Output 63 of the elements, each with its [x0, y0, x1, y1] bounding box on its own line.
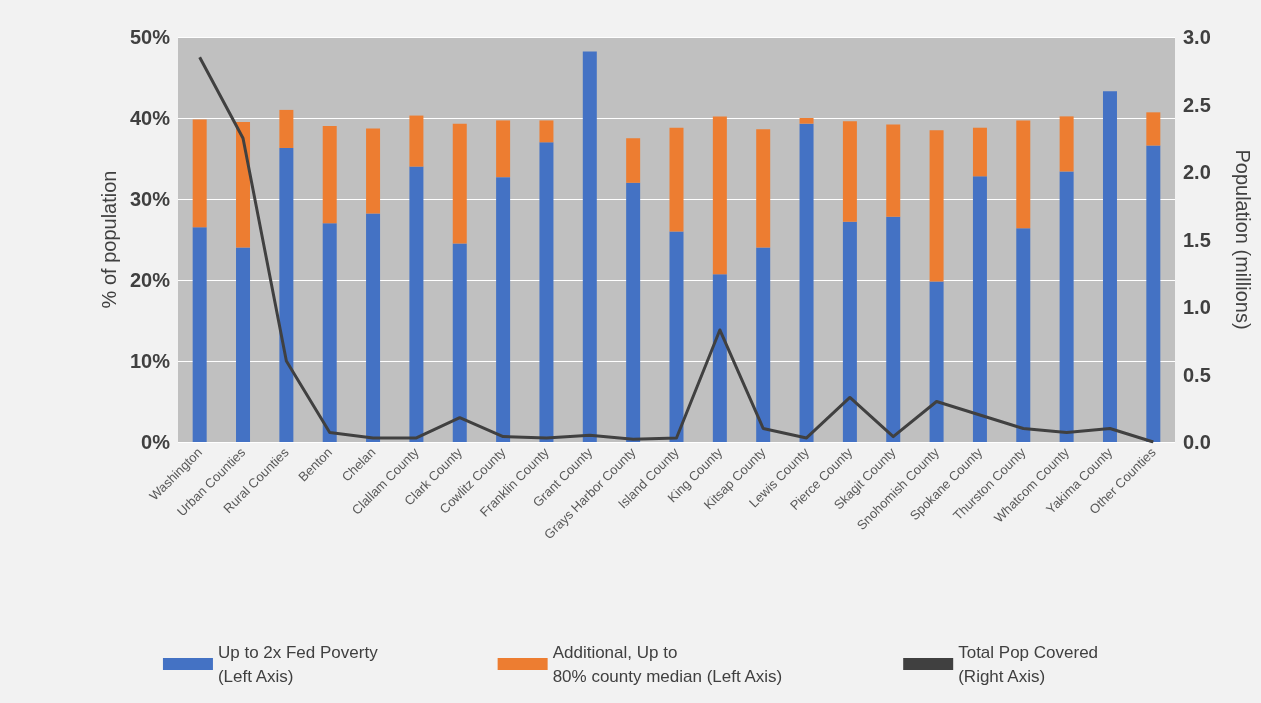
- y2-tick-label: 1.5: [1183, 228, 1211, 251]
- bar: [1016, 228, 1031, 442]
- bar: [669, 127, 684, 232]
- bar: [322, 223, 337, 442]
- y2-tick-label: 2.0: [1183, 161, 1211, 183]
- bar: [279, 109, 294, 148]
- bar: [972, 127, 987, 177]
- bar: [1016, 120, 1031, 229]
- y-tick-label: 50%: [129, 26, 171, 48]
- y-tick-label: 10%: [129, 350, 171, 372]
- bar: [409, 115, 424, 167]
- bar: [799, 123, 814, 442]
- legend-label: Up to 2x Fed Poverty (Left Axis): [217, 642, 379, 686]
- bar: [279, 147, 294, 442]
- bar: [539, 120, 554, 143]
- y2-tick-label: 0.0: [1183, 431, 1211, 453]
- bar: [539, 142, 554, 442]
- y2-tick-label: 1.0: [1183, 296, 1211, 318]
- line-series: [198, 55, 1155, 444]
- bar: [409, 166, 424, 442]
- bar: [799, 118, 814, 124]
- bar: [756, 247, 771, 442]
- bar: [582, 51, 597, 442]
- bar: [452, 243, 467, 442]
- bar: [756, 129, 771, 248]
- bar: [1146, 145, 1161, 442]
- bar: [972, 176, 987, 442]
- bar: [842, 221, 857, 442]
- bar: [366, 128, 381, 214]
- bar: [842, 121, 857, 222]
- bar: [496, 120, 511, 178]
- bar: [452, 123, 467, 244]
- legend-label: Additional, Up to 80% county median (Left Axis): [552, 642, 783, 686]
- y2-axis-title: Population (millions): [1232, 149, 1254, 330]
- y2-tick-label: 2.5: [1183, 93, 1211, 116]
- bar: [1059, 171, 1074, 442]
- y-axis-title: % of population: [98, 170, 121, 309]
- bar: [1059, 116, 1074, 172]
- y2-tick-label: 0.5: [1183, 363, 1211, 386]
- bar: [669, 231, 684, 442]
- bar: [192, 227, 207, 442]
- bar: [192, 119, 207, 228]
- bar: [1146, 112, 1161, 146]
- bar: [886, 216, 901, 442]
- bar: [929, 281, 944, 442]
- y2-tick-label: 3.0: [1183, 26, 1211, 48]
- bar: [626, 182, 641, 442]
- bar: [1102, 91, 1117, 442]
- bar: [496, 177, 511, 442]
- y-tick-label: 0%: [141, 431, 171, 453]
- y-tick-label: 20%: [129, 269, 171, 291]
- bar: [236, 247, 251, 442]
- bar: [886, 124, 901, 217]
- y-tick-label: 40%: [129, 107, 171, 129]
- bar: [712, 116, 727, 275]
- bar: [366, 213, 381, 442]
- legend-label: Total Pop Covered (Right Axis): [958, 642, 1099, 686]
- y-tick-label: 30%: [129, 188, 171, 210]
- bar: [929, 130, 944, 282]
- bar: [712, 274, 727, 442]
- bar: [626, 138, 641, 183]
- bar: [236, 122, 251, 248]
- bar: [322, 126, 337, 224]
